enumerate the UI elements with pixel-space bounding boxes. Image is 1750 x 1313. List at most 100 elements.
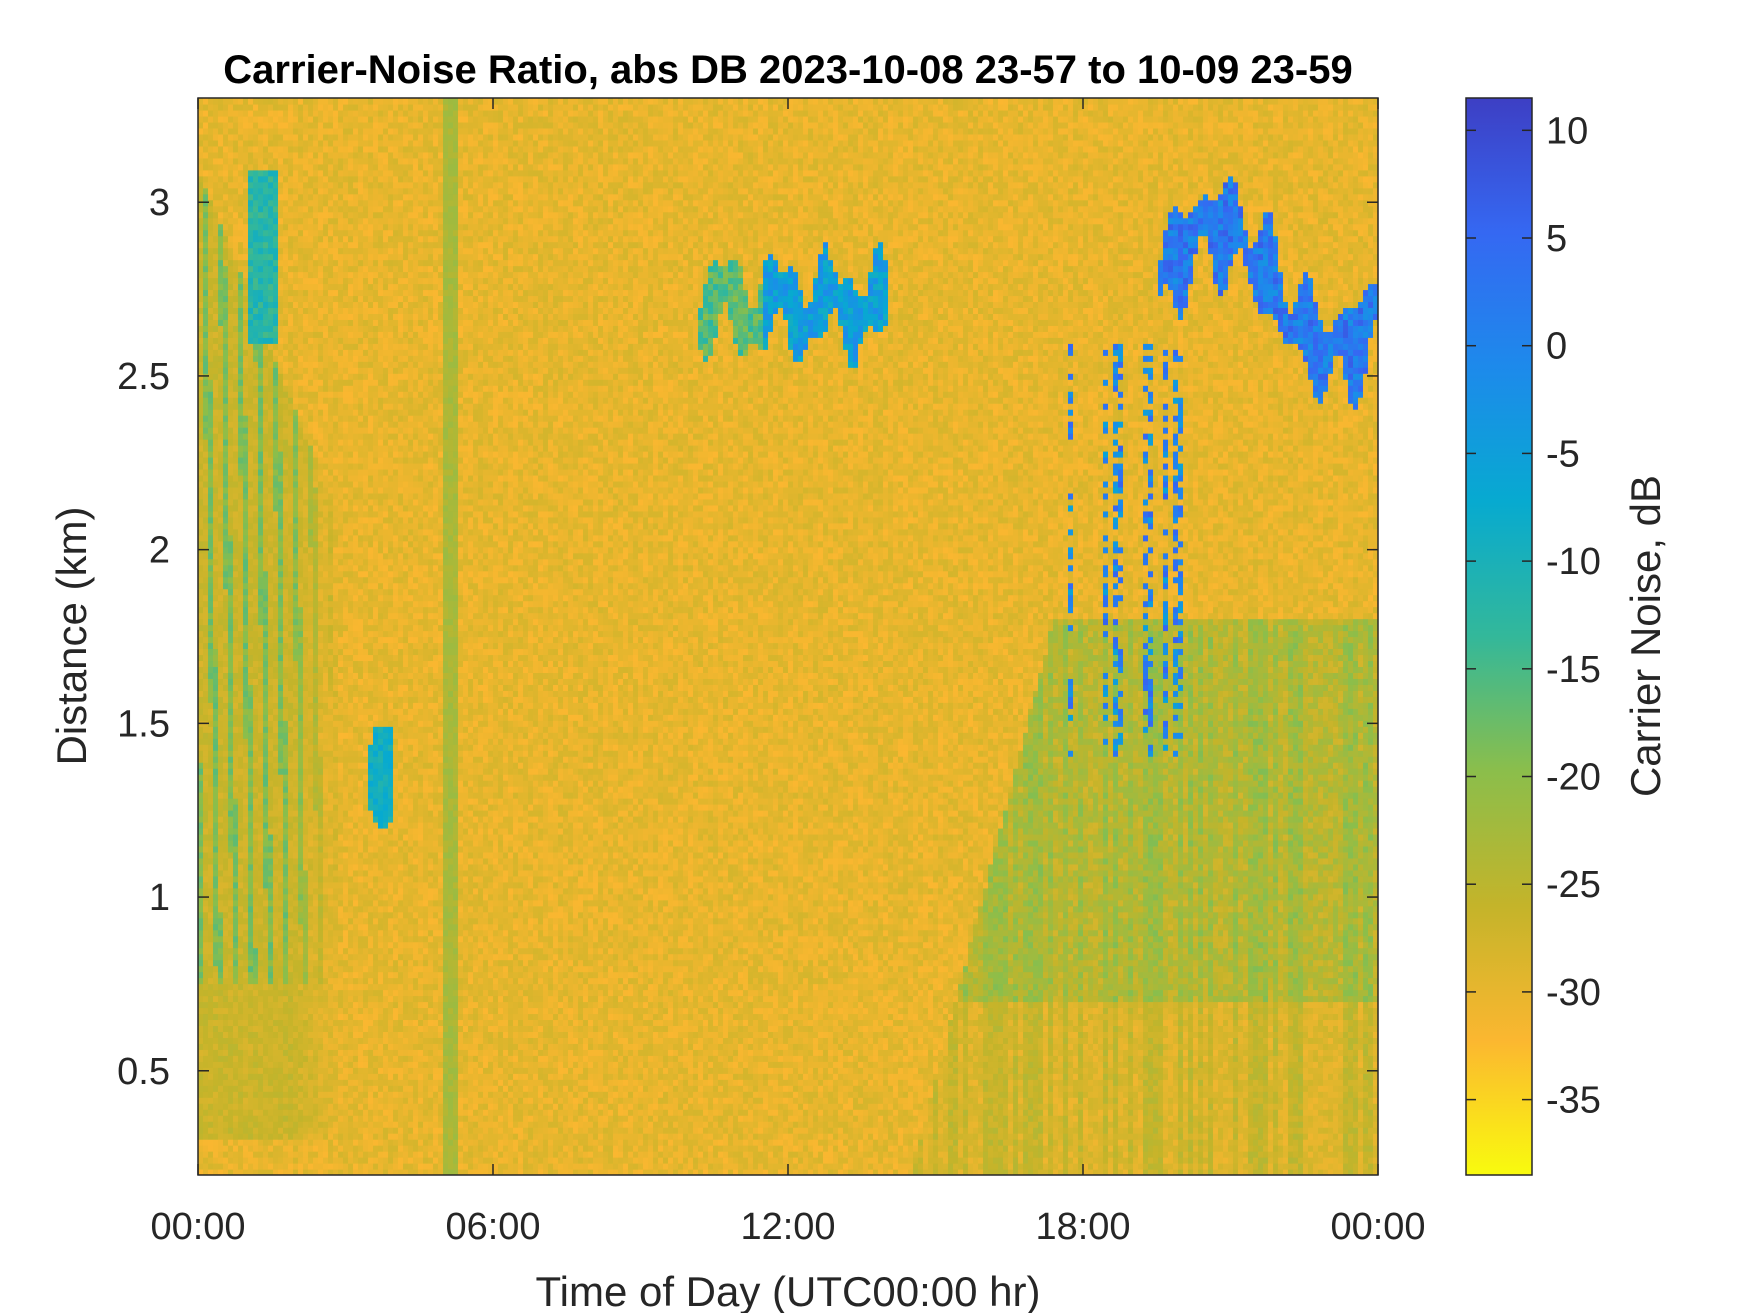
heatmap-cell [218,116,224,123]
heatmap-cell [268,1037,274,1044]
heatmap-cell [283,194,289,201]
heatmap-cell [283,212,289,219]
heatmap-cell [253,457,259,464]
heatmap-cell [203,505,209,512]
heatmap-cell [243,822,249,829]
heatmap-cell [278,403,284,410]
heatmap-cell [278,559,284,566]
heatmap-cell [213,708,219,715]
heatmap-cell [198,1001,204,1008]
heatmap-cell [268,379,274,386]
heatmap-cell [248,1043,254,1050]
heatmap-cell [263,337,269,344]
heatmap-cell [253,906,259,913]
heatmap-cell [258,188,264,195]
heatmap-cell [293,948,299,955]
heatmap-cell [243,301,249,308]
heatmap-cell [278,493,284,500]
heatmap-cell [288,140,294,147]
heatmap-cell [218,840,224,847]
heatmap-cell [258,948,264,955]
heatmap-cell [268,684,274,691]
heatmap-cell [263,559,269,566]
heatmap-cell [228,720,234,727]
heatmap-cell [253,565,259,572]
heatmap-cell [283,140,289,147]
heatmap-cell [208,254,214,261]
heatmap-cell [218,457,224,464]
heatmap-cell [263,894,269,901]
heatmap-cell [228,816,234,823]
heatmap-cell [258,1079,264,1086]
heatmap-cell [208,625,214,632]
heatmap-cell [248,1145,254,1152]
heatmap-cell [238,403,244,410]
heatmap-cell [283,990,289,997]
heatmap-cell [233,678,239,685]
heatmap-cell [243,720,249,727]
heatmap-cell [203,128,209,135]
heatmap-cell [293,660,299,667]
heatmap-cell [213,786,219,793]
heatmap-cell [278,319,284,326]
heatmap-cell [223,218,229,225]
heatmap-cell [243,690,249,697]
heatmap-cell [248,266,254,273]
heatmap-cell [198,762,204,769]
heatmap-cell [278,260,284,267]
heatmap-cell [293,864,299,871]
heatmap-cell [243,212,249,219]
heatmap-cell [258,924,264,931]
heatmap-cell [223,978,229,985]
heatmap-cell [223,1067,229,1074]
heatmap-cell [213,1007,219,1014]
heatmap-cell [233,714,239,721]
heatmap-cell [253,1163,259,1170]
heatmap-cell [213,307,219,314]
heatmap-cell [238,1043,244,1050]
heatmap-cell [263,1049,269,1056]
heatmap-cell [278,894,284,901]
heatmap-cell [243,553,249,560]
heatmap-cell [203,499,209,506]
heatmap-cell [238,248,244,255]
heatmap-cell [228,678,234,685]
heatmap-cell [218,1139,224,1146]
heatmap-cell [238,1061,244,1068]
heatmap-cell [253,595,259,602]
heatmap-cell [293,613,299,620]
heatmap-cell [288,307,294,314]
heatmap-cell [248,858,254,865]
heatmap-cell [253,648,259,655]
heatmap-cell [208,738,214,745]
heatmap-cell [278,996,284,1003]
heatmap-cell [218,397,224,404]
heatmap-cell [198,1103,204,1110]
heatmap-cell [218,810,224,817]
heatmap-cell [243,128,249,135]
heatmap-cell [283,146,289,153]
heatmap-cell [228,487,234,494]
heatmap-cell [243,289,249,296]
heatmap-cell [253,206,259,213]
heatmap-cell [258,1139,264,1146]
heatmap-cell [268,804,274,811]
heatmap-cell [213,104,219,111]
heatmap-cell [223,547,229,554]
heatmap-cell [218,415,224,422]
heatmap-cell [238,1007,244,1014]
heatmap-cell [208,762,214,769]
heatmap-cell [208,164,214,171]
heatmap-cell [283,858,289,865]
heatmap-cell [283,289,289,296]
heatmap-cell [208,990,214,997]
heatmap-cell [288,1151,294,1158]
heatmap-cell [248,170,254,177]
heatmap-cell [213,720,219,727]
heatmap-cell [228,1127,234,1134]
heatmap-cell [288,463,294,470]
heatmap-cell [208,397,214,404]
heatmap-cell [253,266,259,273]
heatmap-cell [223,750,229,757]
heatmap-cell [278,637,284,644]
